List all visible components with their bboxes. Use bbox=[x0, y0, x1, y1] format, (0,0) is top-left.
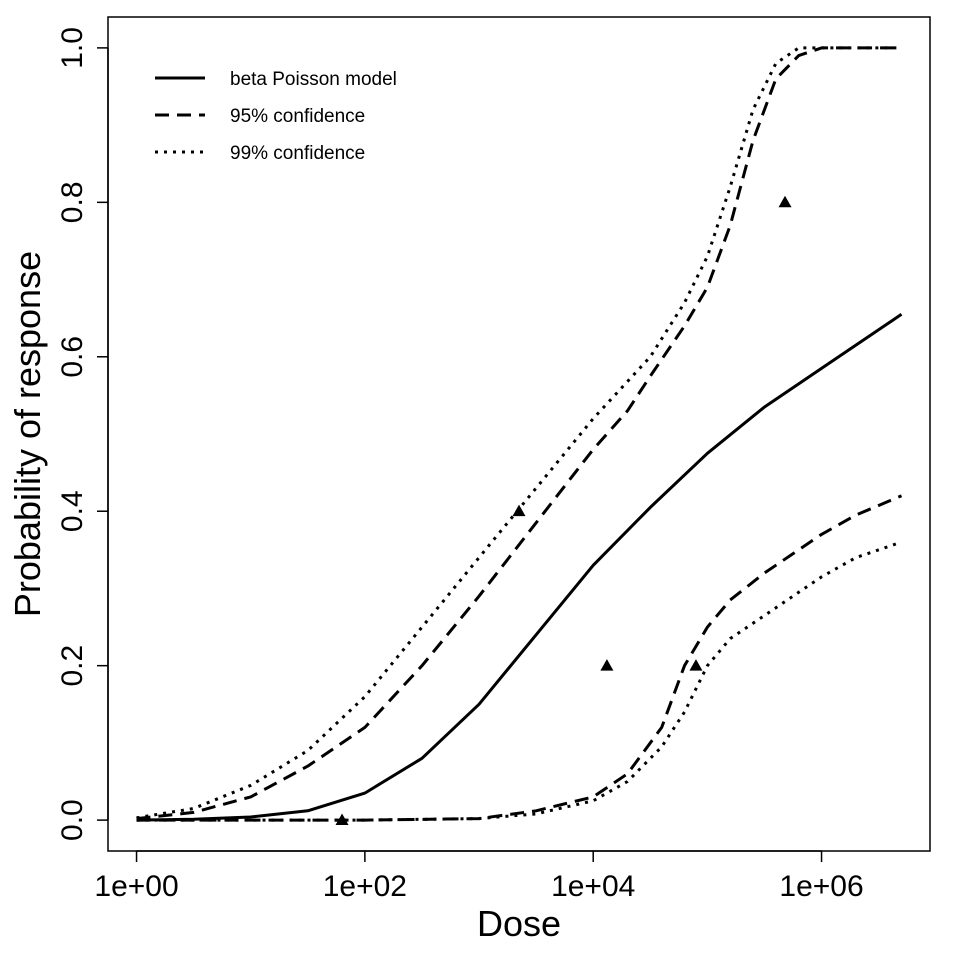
legend-label: 95% confidence bbox=[230, 106, 365, 127]
series-95-confidence-lower bbox=[136, 494, 903, 822]
observed-points bbox=[335, 195, 792, 826]
y-tick-label: 1.0 bbox=[56, 27, 89, 69]
y-axis: 0.0 0.2 0.4 0.6 0.8 1.0 bbox=[56, 27, 109, 841]
x-tick-label: 1e+06 bbox=[779, 870, 863, 903]
legend-label: beta Poisson model bbox=[230, 69, 397, 90]
data-point-triangle bbox=[778, 195, 792, 208]
series-layer bbox=[136, 46, 903, 822]
x-tick-label: 1e+02 bbox=[323, 870, 407, 903]
legend: beta Poisson model 95% confidence 99% conf… bbox=[155, 69, 397, 164]
y-tick-label: 0.6 bbox=[56, 336, 89, 378]
y-tick-label: 0.0 bbox=[56, 799, 89, 841]
series-beta-poisson-model bbox=[136, 313, 903, 822]
y-tick-label: 0.4 bbox=[56, 490, 89, 532]
data-point-triangle bbox=[600, 659, 614, 671]
x-axis-title: Dose bbox=[477, 903, 561, 944]
legend-label: 99% confidence bbox=[230, 143, 365, 164]
x-tick-label: 1e+00 bbox=[94, 870, 178, 903]
y-tick-label: 0.2 bbox=[56, 645, 89, 687]
data-point-triangle bbox=[335, 813, 349, 826]
series-95-confidence bbox=[136, 46, 902, 821]
data-point-triangle bbox=[689, 659, 703, 671]
series-99-confidence-lower bbox=[136, 540, 902, 822]
x-tick-label: 1e+04 bbox=[551, 870, 635, 903]
x-axis: 1e+00 1e+02 1e+04 1e+06 bbox=[94, 850, 864, 903]
y-tick-label: 0.8 bbox=[56, 181, 89, 223]
y-axis-title: Probability of response bbox=[7, 251, 48, 617]
data-point-triangle bbox=[512, 504, 526, 517]
